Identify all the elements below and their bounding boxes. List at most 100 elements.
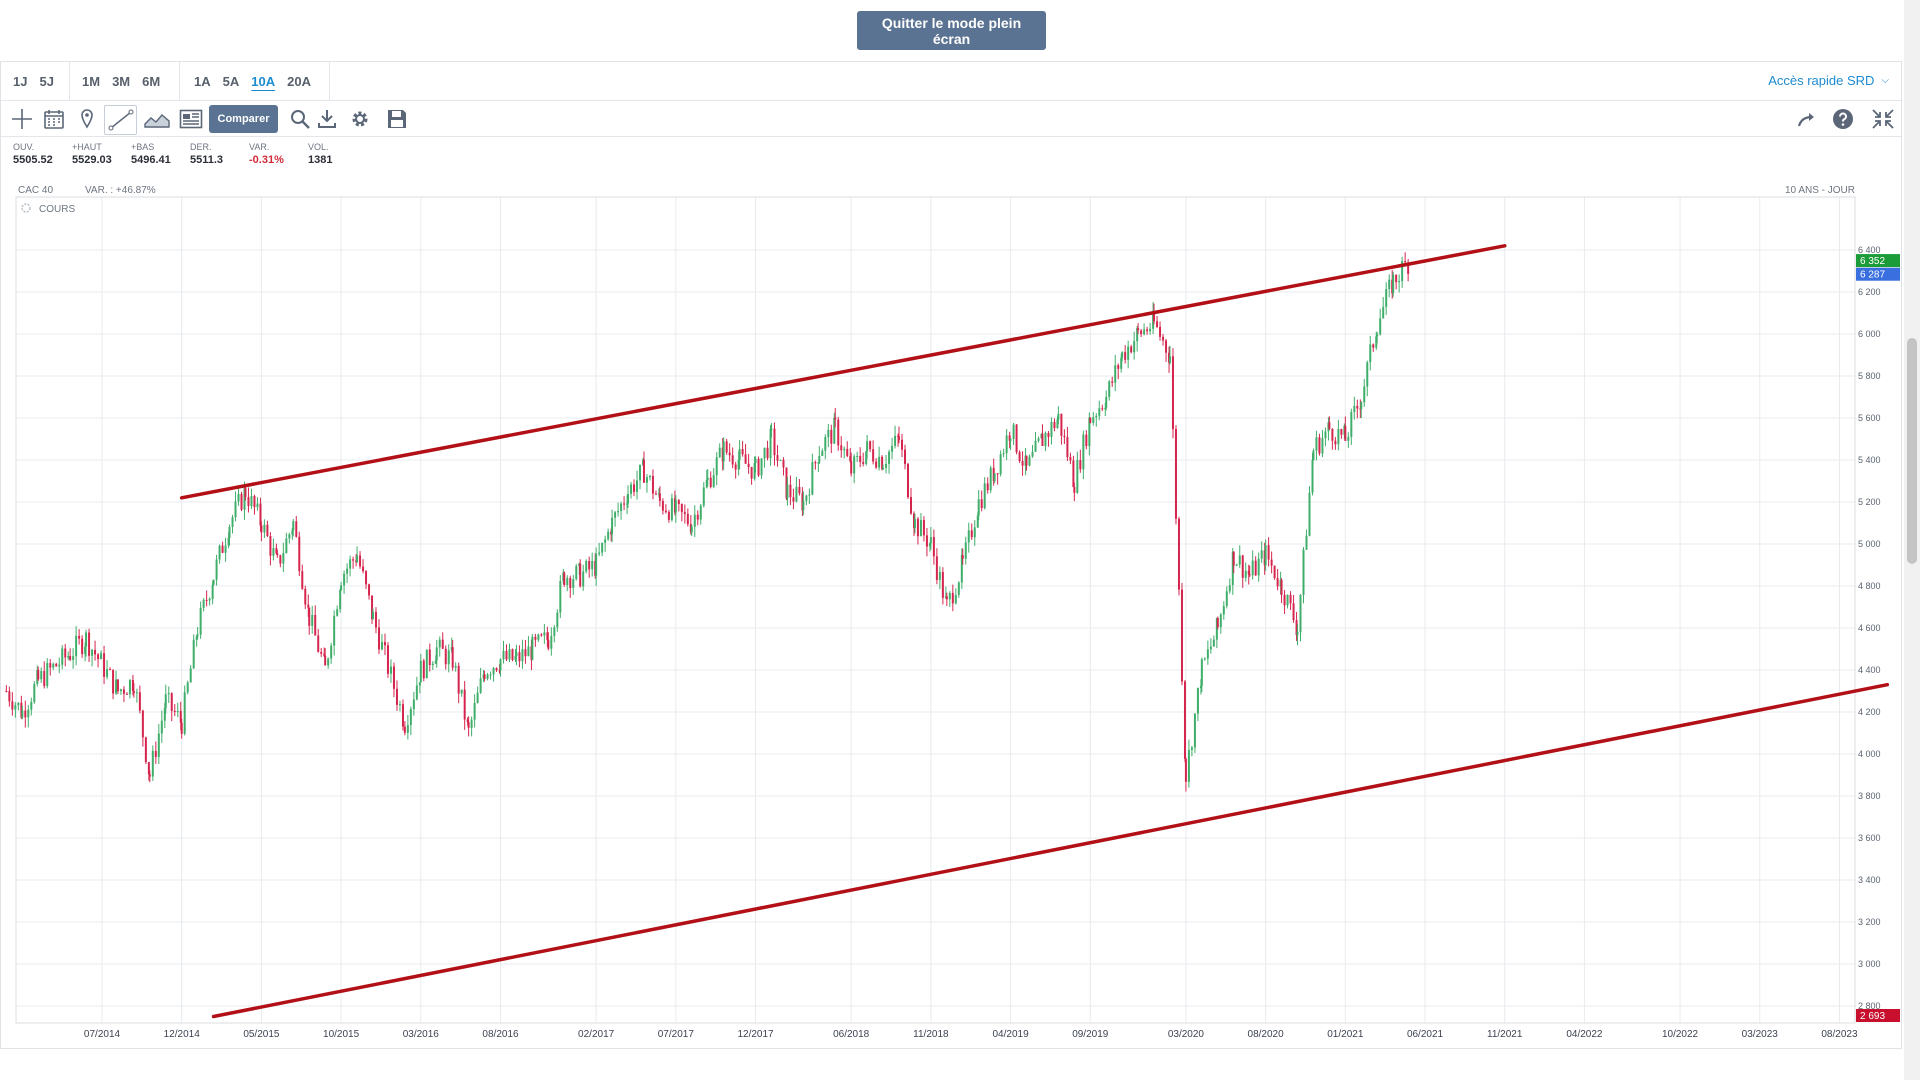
candle-body xyxy=(916,518,919,537)
news-icon[interactable] xyxy=(177,105,205,133)
y-tick-label: 2 800 xyxy=(1858,1001,1881,1011)
share-icon[interactable] xyxy=(1793,105,1821,133)
period-20a-button[interactable]: 20A xyxy=(287,74,311,89)
period-3m-button[interactable]: 3M xyxy=(112,74,131,89)
candle-body xyxy=(786,484,789,499)
period-6m-button[interactable]: 6M xyxy=(142,74,161,89)
candle-body xyxy=(1395,274,1398,283)
low-quote: +BAS 5496.41 xyxy=(131,142,171,166)
candle-body xyxy=(907,463,909,498)
line-tool-icon[interactable] xyxy=(104,105,137,135)
exit-fullscreen-icon[interactable] xyxy=(1869,105,1897,133)
candle-body xyxy=(696,514,699,520)
candle-body xyxy=(913,518,916,528)
candle-body xyxy=(750,466,753,479)
candle-body xyxy=(776,455,779,461)
candle-body xyxy=(559,580,562,613)
candle-body xyxy=(1340,428,1343,435)
candle-body xyxy=(715,457,718,476)
compare-button[interactable]: Comparer xyxy=(209,105,278,133)
candle-body xyxy=(741,449,744,455)
candle-body xyxy=(116,679,119,692)
period-10a-button[interactable]: 10A xyxy=(251,74,276,89)
candle-body xyxy=(1105,396,1108,408)
candle-body xyxy=(327,658,330,666)
candle-body xyxy=(409,709,412,726)
period-1m-button[interactable]: 1M xyxy=(82,74,101,89)
candle-body xyxy=(1063,435,1066,438)
candle-body xyxy=(1267,545,1270,560)
candle-body xyxy=(718,447,721,458)
pin-icon[interactable] xyxy=(73,105,101,133)
candle-body xyxy=(163,707,166,721)
help-icon[interactable] xyxy=(1829,105,1857,133)
area-chart-icon[interactable] xyxy=(143,105,171,133)
candle-body xyxy=(406,725,409,733)
period-1j-button[interactable]: 1J xyxy=(13,74,28,89)
period-5a-button[interactable]: 5A xyxy=(222,74,240,89)
y-tick-label: 6 400 xyxy=(1858,245,1881,255)
candle-body xyxy=(881,456,884,470)
open-value: 5505.52 xyxy=(13,154,53,166)
candle-body xyxy=(534,636,537,640)
candle-body xyxy=(438,639,441,648)
x-tick-label: 06/2021 xyxy=(1407,1029,1444,1040)
candle-body xyxy=(885,463,888,468)
candle-body xyxy=(945,596,948,600)
candle-body xyxy=(747,463,750,467)
scrollbar-thumb[interactable] xyxy=(1907,338,1917,564)
candle-body xyxy=(505,650,508,660)
candle-body xyxy=(1232,551,1235,566)
candle-body xyxy=(330,645,333,659)
save-icon[interactable] xyxy=(383,105,411,133)
last-value: 5511.3 xyxy=(190,154,224,166)
variation-quote: VAR. -0.31% xyxy=(249,142,284,166)
candle-body xyxy=(8,691,11,702)
candle-body xyxy=(1219,614,1222,628)
candle-body xyxy=(208,598,211,601)
candle-body xyxy=(973,527,976,538)
candle-body xyxy=(537,634,540,640)
download-icon[interactable] xyxy=(313,105,341,133)
quick-access-dropdown[interactable]: Accès rapide SRD ⌵ xyxy=(1768,62,1889,98)
candle-body xyxy=(64,648,67,658)
gear-icon[interactable] xyxy=(346,105,374,133)
candle-body xyxy=(705,479,708,488)
candle-body xyxy=(556,612,559,628)
candle-body xyxy=(1376,334,1379,337)
candle-body xyxy=(320,651,323,654)
candle-body xyxy=(547,639,550,649)
candle-body xyxy=(1177,518,1180,590)
candle-body xyxy=(866,441,869,452)
candle-body xyxy=(389,666,392,674)
candle-body xyxy=(1183,681,1186,759)
period-group-days: 1J 5J xyxy=(7,62,60,101)
candle-body xyxy=(869,441,872,450)
candle-body xyxy=(256,503,259,508)
candle-body xyxy=(1276,578,1279,587)
candle-body xyxy=(1244,570,1247,578)
candle-body xyxy=(128,679,131,695)
candle-body xyxy=(1120,357,1123,369)
candle-body xyxy=(333,615,336,646)
candle-body xyxy=(1216,618,1219,628)
calendar-icon[interactable] xyxy=(40,105,68,133)
candle-body xyxy=(1009,439,1012,441)
candle-body xyxy=(173,710,176,712)
candle-body xyxy=(954,594,957,604)
candle-body xyxy=(1305,535,1308,550)
search-icon[interactable] xyxy=(286,105,314,133)
x-tick-label: 07/2017 xyxy=(658,1029,695,1040)
candle-body xyxy=(311,614,314,626)
candle-body xyxy=(147,762,150,775)
candle-body xyxy=(240,493,243,510)
candle-body xyxy=(1060,413,1063,436)
candle-body xyxy=(728,452,731,456)
exit-fullscreen-button[interactable]: Quitter le mode plein écran xyxy=(857,11,1046,50)
crosshair-icon[interactable] xyxy=(8,105,36,133)
period-1a-button[interactable]: 1A xyxy=(194,74,211,89)
candle-body xyxy=(941,572,944,598)
scrollbar-track[interactable] xyxy=(1904,0,1920,1080)
period-5j-button[interactable]: 5J xyxy=(39,74,54,89)
